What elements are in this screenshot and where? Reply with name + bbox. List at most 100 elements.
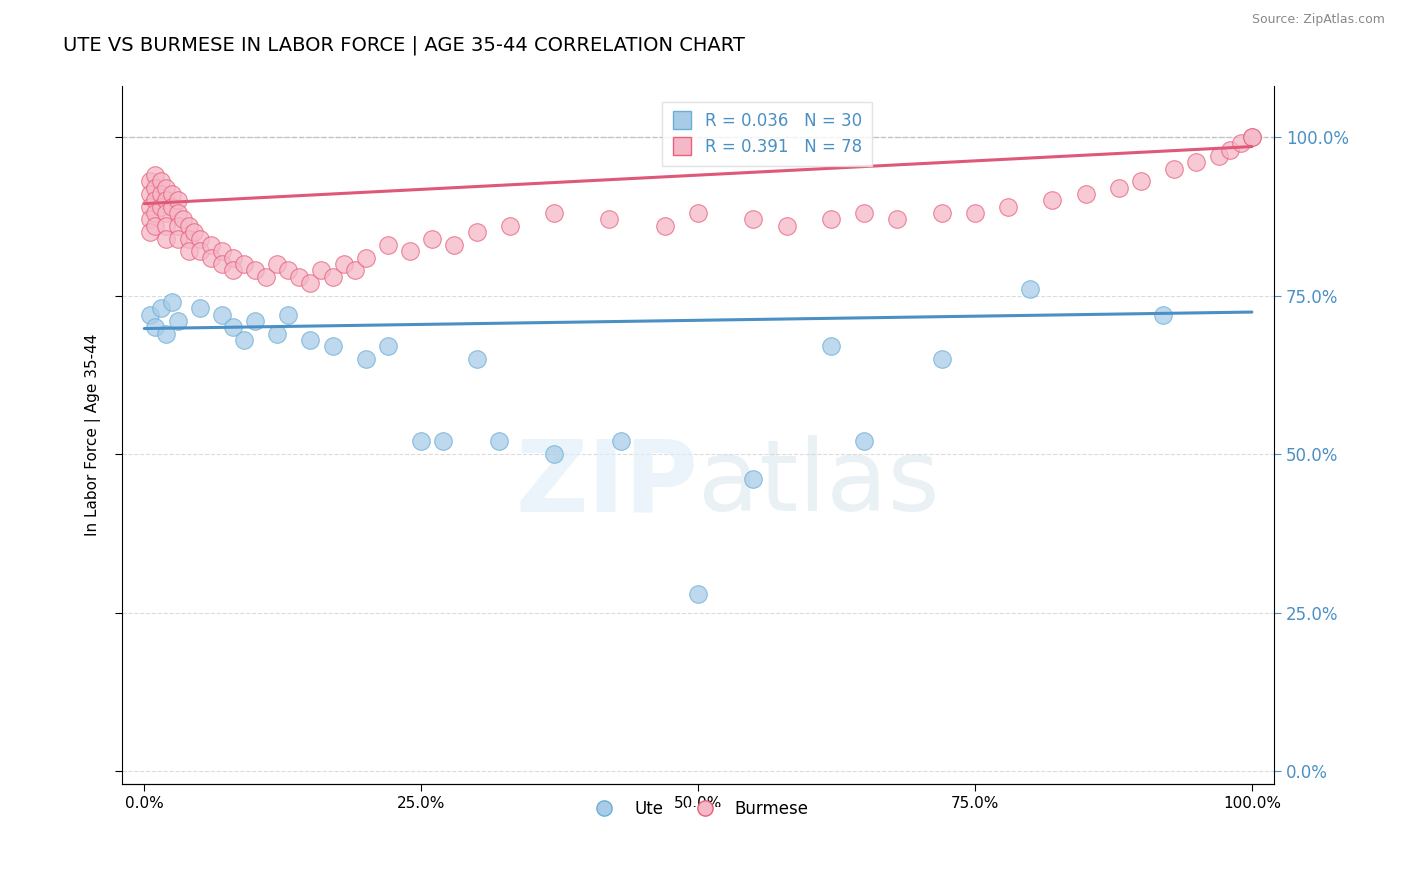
Point [143,181,166,195]
Point [243,314,266,328]
Point [166,219,188,233]
Text: Source: ZipAtlas.com: Source: ZipAtlas.com [1251,13,1385,27]
Point [155,219,177,233]
Point [155,326,177,341]
Point [222,320,245,334]
Point [155,181,177,195]
Point [211,257,233,271]
Point [143,194,166,208]
Point [139,174,162,188]
Point [598,212,620,227]
Point [288,269,311,284]
Point [776,219,799,233]
Text: ZIP: ZIP [515,435,697,533]
Point [1240,130,1263,145]
Point [166,231,188,245]
Point [222,263,245,277]
Point [1185,155,1208,169]
Point [609,434,631,449]
Point [188,244,211,259]
Point [139,225,162,239]
Point [399,244,422,259]
Point [686,206,709,220]
Point [420,231,443,245]
Point [1163,161,1185,176]
Point [1074,187,1097,202]
Point [266,257,288,271]
Point [432,434,454,449]
Point [211,308,233,322]
Point [222,251,245,265]
Point [443,238,465,252]
Point [1042,194,1064,208]
Point [233,257,256,271]
Point [354,251,377,265]
Point [377,339,399,353]
Point [155,194,177,208]
Point [820,339,842,353]
Point [465,351,488,366]
Point [543,206,565,220]
Point [997,200,1019,214]
Point [139,212,162,227]
Point [188,301,211,316]
Point [139,187,162,202]
Point [1130,174,1153,188]
Point [143,219,166,233]
Point [200,251,222,265]
Point [266,326,288,341]
Point [177,219,200,233]
Point [143,320,166,334]
Point [1019,282,1042,296]
Point [354,351,377,366]
Point [465,225,488,239]
Point [155,206,177,220]
Point [377,238,399,252]
Point [139,200,162,214]
Point [332,257,354,271]
Point [1229,136,1251,151]
Point [143,168,166,182]
Point [139,308,162,322]
Point [1240,130,1263,145]
Point [1152,308,1174,322]
Point [149,187,172,202]
Point [742,212,765,227]
Point [149,301,172,316]
Point [1108,181,1130,195]
Point [155,231,177,245]
Legend: Ute, Burmese: Ute, Burmese [581,793,815,824]
Point [149,174,172,188]
Point [1208,149,1230,163]
Point [931,351,953,366]
Point [183,225,205,239]
Point [886,212,908,227]
Point [160,187,183,202]
Point [166,206,188,220]
Point [499,219,522,233]
Point [343,263,366,277]
Point [177,231,200,245]
Point [322,269,344,284]
Point [166,314,188,328]
Point [488,434,510,449]
Point [543,447,565,461]
Point [254,269,277,284]
Point [211,244,233,259]
Point [277,308,299,322]
Point [931,206,953,220]
Point [160,200,183,214]
Point [177,244,200,259]
Y-axis label: In Labor Force | Age 35-44: In Labor Force | Age 35-44 [86,334,101,536]
Point [200,238,222,252]
Point [820,212,842,227]
Point [299,333,322,347]
Point [143,206,166,220]
Point [277,263,299,277]
Point [322,339,344,353]
Point [654,219,676,233]
Point [853,206,876,220]
Point [963,206,986,220]
Point [686,586,709,600]
Text: UTE VS BURMESE IN LABOR FORCE | AGE 35-44 CORRELATION CHART: UTE VS BURMESE IN LABOR FORCE | AGE 35-4… [63,36,745,55]
